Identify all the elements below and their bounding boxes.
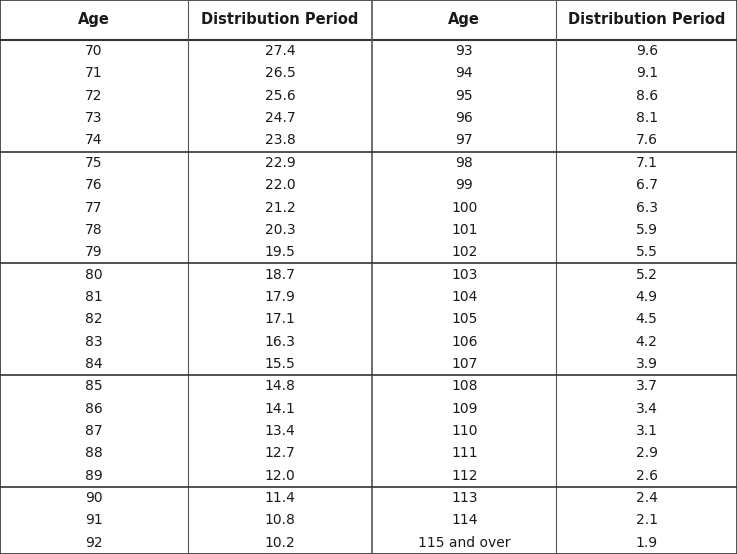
Text: 22.0: 22.0 <box>265 178 296 192</box>
Text: 91: 91 <box>85 514 103 527</box>
Text: 12.0: 12.0 <box>265 469 296 483</box>
Text: 109: 109 <box>451 402 478 416</box>
Text: 2.4: 2.4 <box>636 491 657 505</box>
Text: 18.7: 18.7 <box>265 268 296 281</box>
Text: 5.5: 5.5 <box>636 245 657 259</box>
Text: 73: 73 <box>85 111 102 125</box>
Text: 94: 94 <box>455 66 473 80</box>
Text: 110: 110 <box>451 424 478 438</box>
Text: Distribution Period: Distribution Period <box>568 12 725 28</box>
Text: 2.9: 2.9 <box>636 447 657 460</box>
Text: 13.4: 13.4 <box>265 424 296 438</box>
Text: 105: 105 <box>451 312 478 326</box>
Text: 104: 104 <box>451 290 478 304</box>
Text: 77: 77 <box>85 201 102 214</box>
Text: 103: 103 <box>451 268 478 281</box>
Text: 4.2: 4.2 <box>636 335 657 348</box>
Text: 86: 86 <box>85 402 103 416</box>
Text: 14.8: 14.8 <box>265 379 296 393</box>
Text: 17.9: 17.9 <box>265 290 296 304</box>
Text: 113: 113 <box>451 491 478 505</box>
Text: 112: 112 <box>451 469 478 483</box>
Text: 92: 92 <box>85 536 102 550</box>
Text: 114: 114 <box>451 514 478 527</box>
Text: 79: 79 <box>85 245 102 259</box>
Text: 74: 74 <box>85 134 102 147</box>
Text: 90: 90 <box>85 491 102 505</box>
Text: 98: 98 <box>455 156 473 170</box>
Text: Age: Age <box>448 12 481 28</box>
Text: 100: 100 <box>451 201 478 214</box>
Text: 7.1: 7.1 <box>636 156 657 170</box>
Text: 1.9: 1.9 <box>635 536 658 550</box>
Text: 3.9: 3.9 <box>636 357 657 371</box>
Text: 80: 80 <box>85 268 102 281</box>
Text: 27.4: 27.4 <box>265 44 296 58</box>
Text: 25.6: 25.6 <box>265 89 296 103</box>
Text: 5.9: 5.9 <box>636 223 657 237</box>
Text: 101: 101 <box>451 223 478 237</box>
Text: 107: 107 <box>451 357 478 371</box>
Text: 102: 102 <box>451 245 478 259</box>
Text: 83: 83 <box>85 335 102 348</box>
Text: 71: 71 <box>85 66 102 80</box>
Text: 17.1: 17.1 <box>265 312 296 326</box>
Text: 99: 99 <box>455 178 473 192</box>
Text: 7.6: 7.6 <box>636 134 657 147</box>
Text: 97: 97 <box>455 134 473 147</box>
Text: Distribution Period: Distribution Period <box>201 12 359 28</box>
Text: 8.1: 8.1 <box>635 111 658 125</box>
Text: 70: 70 <box>85 44 102 58</box>
Text: 87: 87 <box>85 424 102 438</box>
Text: 24.7: 24.7 <box>265 111 296 125</box>
Text: Age: Age <box>78 12 110 28</box>
Text: 4.5: 4.5 <box>636 312 657 326</box>
Text: 21.2: 21.2 <box>265 201 296 214</box>
Text: 8.6: 8.6 <box>635 89 658 103</box>
Text: 84: 84 <box>85 357 102 371</box>
Text: 10.8: 10.8 <box>265 514 296 527</box>
Text: 15.5: 15.5 <box>265 357 296 371</box>
Text: 2.6: 2.6 <box>636 469 657 483</box>
Text: 22.9: 22.9 <box>265 156 296 170</box>
Text: 12.7: 12.7 <box>265 447 296 460</box>
Text: 14.1: 14.1 <box>265 402 296 416</box>
Text: 26.5: 26.5 <box>265 66 296 80</box>
Text: 20.3: 20.3 <box>265 223 296 237</box>
Text: 106: 106 <box>451 335 478 348</box>
Text: 2.1: 2.1 <box>636 514 657 527</box>
Text: 23.8: 23.8 <box>265 134 296 147</box>
Text: 85: 85 <box>85 379 102 393</box>
Text: 111: 111 <box>451 447 478 460</box>
Text: 75: 75 <box>85 156 102 170</box>
Text: 96: 96 <box>455 111 473 125</box>
Text: 78: 78 <box>85 223 102 237</box>
Text: 108: 108 <box>451 379 478 393</box>
Text: 3.7: 3.7 <box>636 379 657 393</box>
Text: 115 and over: 115 and over <box>418 536 511 550</box>
Text: 3.1: 3.1 <box>636 424 657 438</box>
Text: 72: 72 <box>85 89 102 103</box>
Text: 6.7: 6.7 <box>636 178 657 192</box>
Text: 3.4: 3.4 <box>636 402 657 416</box>
Text: 5.2: 5.2 <box>636 268 657 281</box>
Text: 11.4: 11.4 <box>265 491 296 505</box>
Text: 19.5: 19.5 <box>265 245 296 259</box>
Text: 10.2: 10.2 <box>265 536 296 550</box>
Text: 82: 82 <box>85 312 102 326</box>
Text: 88: 88 <box>85 447 103 460</box>
Text: 16.3: 16.3 <box>265 335 296 348</box>
Text: 81: 81 <box>85 290 103 304</box>
Text: 9.1: 9.1 <box>635 66 658 80</box>
Text: 4.9: 4.9 <box>636 290 657 304</box>
Text: 6.3: 6.3 <box>636 201 657 214</box>
Text: 76: 76 <box>85 178 102 192</box>
Text: 93: 93 <box>455 44 473 58</box>
Text: 9.6: 9.6 <box>635 44 658 58</box>
Text: 95: 95 <box>455 89 473 103</box>
Text: 89: 89 <box>85 469 103 483</box>
